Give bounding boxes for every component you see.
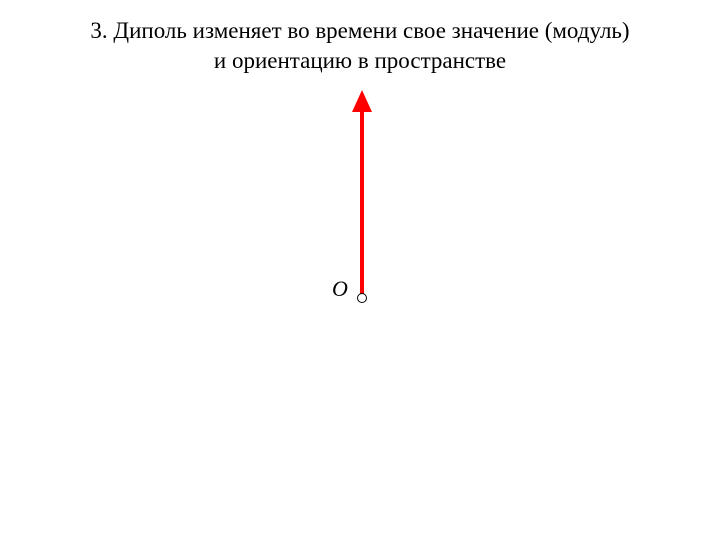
origin-label: O	[332, 276, 348, 302]
diagram-container: O	[0, 0, 720, 540]
origin-point	[357, 293, 367, 303]
dipole-diagram	[0, 0, 720, 540]
